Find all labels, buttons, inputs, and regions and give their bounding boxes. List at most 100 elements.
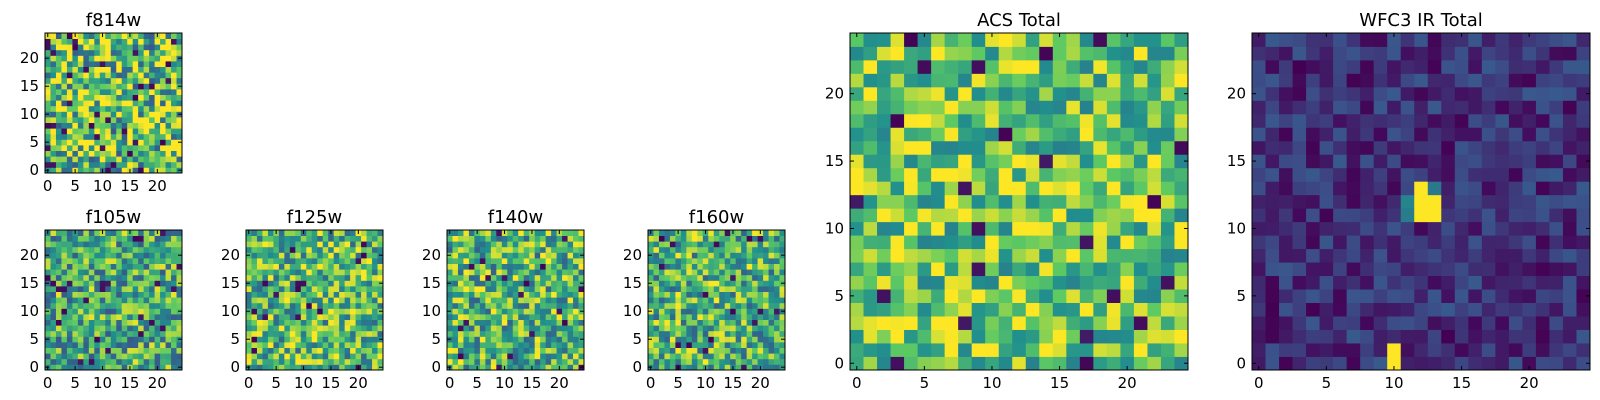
heatmap-cell bbox=[355, 263, 362, 270]
heatmap-cell bbox=[165, 49, 172, 56]
heatmap-cell bbox=[501, 319, 508, 326]
heatmap-cell bbox=[1414, 329, 1429, 344]
heatmap-cell bbox=[890, 73, 905, 88]
heatmap-cell bbox=[1039, 316, 1054, 330]
heatmap-cell bbox=[176, 358, 183, 365]
heatmap-cell bbox=[154, 61, 161, 67]
heatmap-cell bbox=[1025, 127, 1040, 142]
heatmap-cell bbox=[691, 347, 698, 354]
heatmap-cell bbox=[917, 194, 932, 209]
heatmap-cell bbox=[752, 336, 758, 343]
heatmap-cell bbox=[680, 230, 687, 236]
heatmap-cell bbox=[176, 274, 183, 281]
heatmap-cell bbox=[1252, 343, 1266, 357]
heatmap-cell bbox=[278, 286, 285, 292]
heatmap-cell bbox=[160, 128, 166, 135]
heatmap-cell bbox=[850, 221, 864, 236]
heatmap-cell bbox=[138, 302, 145, 309]
heatmap-cell bbox=[355, 280, 362, 287]
heatmap-cell bbox=[138, 347, 145, 354]
heatmap-cell bbox=[479, 358, 486, 365]
heatmap-cell bbox=[61, 302, 68, 309]
heatmap-cell bbox=[1535, 100, 1550, 115]
heatmap-cell bbox=[917, 316, 932, 330]
heatmap-cell bbox=[507, 353, 514, 360]
heatmap-cell bbox=[1025, 181, 1040, 196]
heatmap-cell bbox=[105, 83, 112, 90]
heatmap-cell bbox=[328, 308, 335, 315]
heatmap-cell bbox=[143, 347, 150, 354]
heatmap-cell bbox=[1039, 100, 1054, 115]
heatmap-cell bbox=[741, 364, 748, 371]
heatmap-cell bbox=[545, 330, 552, 337]
heatmap-cell bbox=[1576, 208, 1591, 223]
heatmap-cell bbox=[1052, 194, 1067, 209]
heatmap-cell bbox=[1576, 262, 1591, 277]
heatmap-cell bbox=[512, 325, 519, 332]
heatmap-cell bbox=[768, 246, 775, 253]
heatmap-cell bbox=[328, 246, 335, 253]
heatmap-cell bbox=[267, 241, 274, 248]
heatmap-cell bbox=[850, 194, 864, 209]
heatmap-cell bbox=[1160, 329, 1175, 344]
heatmap-cell bbox=[361, 274, 367, 281]
heatmap-cell bbox=[877, 289, 891, 303]
heatmap-cell bbox=[132, 111, 139, 118]
heatmap-cell bbox=[708, 358, 715, 365]
heatmap-cell bbox=[61, 347, 68, 354]
heatmap-cell bbox=[1441, 59, 1456, 74]
heatmap-cell bbox=[752, 308, 758, 315]
heatmap-cell bbox=[66, 353, 73, 360]
heatmap-cell bbox=[50, 235, 57, 242]
heatmap-cell bbox=[741, 325, 748, 332]
heatmap-cell bbox=[66, 72, 73, 79]
heatmap-cell bbox=[578, 302, 585, 309]
heatmap-cell bbox=[1454, 33, 1469, 47]
heatmap-cell bbox=[958, 262, 973, 277]
heatmap-cell bbox=[702, 308, 709, 315]
heatmap-cell bbox=[138, 291, 145, 298]
heatmap-cell bbox=[1468, 316, 1483, 330]
heatmap-cell bbox=[523, 330, 530, 337]
heatmap-cell bbox=[1106, 59, 1121, 74]
heatmap-cell bbox=[72, 274, 79, 281]
heatmap-cell bbox=[763, 302, 769, 309]
heatmap-cell bbox=[1360, 289, 1375, 303]
heatmap-cell bbox=[1495, 113, 1510, 128]
heatmap-cell bbox=[328, 358, 335, 365]
heatmap-cells bbox=[45, 230, 183, 371]
heatmap-cell bbox=[1133, 275, 1148, 290]
heatmap-cell bbox=[931, 113, 946, 128]
heatmap-cell bbox=[1025, 262, 1040, 277]
y-tick-label: 10 bbox=[1227, 220, 1246, 238]
heatmap-cell bbox=[132, 128, 139, 135]
heatmap-cell bbox=[534, 353, 541, 360]
heatmap-cell bbox=[1535, 59, 1550, 74]
heatmap-cell bbox=[713, 280, 720, 287]
heatmap-cell bbox=[377, 347, 384, 354]
heatmap-cell bbox=[768, 263, 775, 270]
heatmap-cell bbox=[512, 291, 519, 298]
heatmap-cell bbox=[958, 140, 973, 155]
y-tick-label: 20 bbox=[623, 246, 642, 264]
heatmap-cell bbox=[160, 44, 166, 51]
heatmap-cell bbox=[1441, 329, 1456, 344]
heatmap-cell bbox=[171, 342, 177, 348]
heatmap-cell bbox=[1052, 167, 1067, 182]
heatmap-cell bbox=[132, 94, 139, 101]
heatmap-cell bbox=[1562, 289, 1577, 303]
heatmap-cell bbox=[267, 235, 274, 242]
heatmap-cell bbox=[121, 330, 128, 337]
heatmap-cell bbox=[757, 269, 764, 276]
heatmap-cell bbox=[468, 325, 475, 332]
heatmap-cell bbox=[138, 297, 145, 304]
heatmap-cell bbox=[105, 269, 112, 276]
heatmap-cell bbox=[1454, 59, 1469, 74]
heatmap-cell bbox=[289, 336, 296, 343]
heatmap-cell bbox=[1052, 113, 1067, 128]
heatmap-cell bbox=[344, 353, 351, 360]
heatmap-cell bbox=[72, 72, 79, 79]
heatmap-cell bbox=[372, 274, 378, 281]
heatmap-cell bbox=[496, 258, 503, 264]
